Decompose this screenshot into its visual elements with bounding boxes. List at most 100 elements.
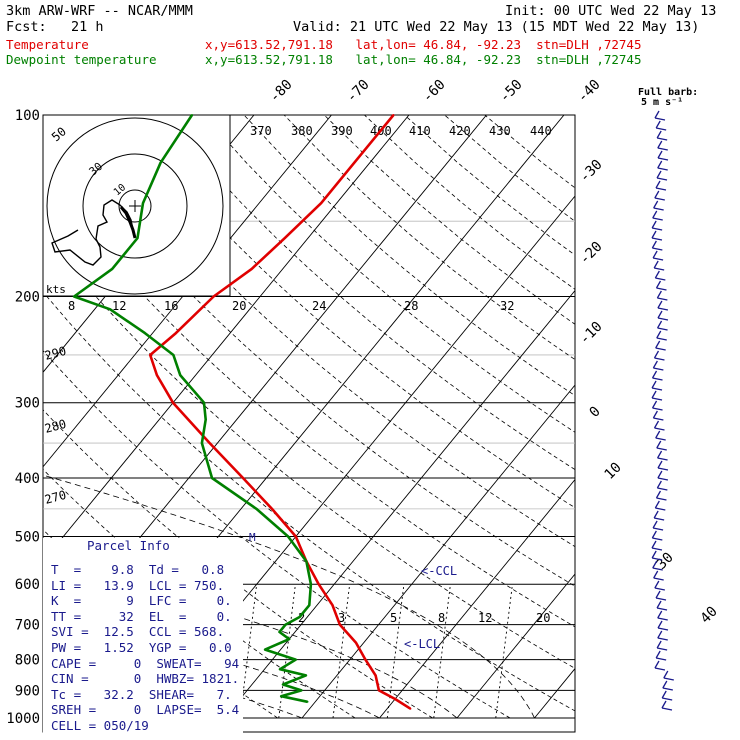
wind-barb-flag xyxy=(652,210,658,219)
wind-barb xyxy=(652,567,663,571)
forecast-hour: Fcst: 21 h xyxy=(6,19,104,35)
mixing-ratio-line xyxy=(495,584,513,719)
wind-barb xyxy=(657,147,668,151)
profile-point xyxy=(264,648,267,651)
wind-barb xyxy=(657,457,668,461)
profile-point xyxy=(308,604,311,607)
wind-barb-flag xyxy=(657,470,663,479)
hodograph-ring xyxy=(118,189,152,223)
hodo-x-label: 20 xyxy=(232,299,246,313)
hodo-x-label: 24 xyxy=(312,299,326,313)
kts-label: kts xyxy=(46,283,66,296)
theta-label: 390 xyxy=(331,124,353,138)
wind-barb xyxy=(654,267,665,271)
temperature-legend-label: Temperature xyxy=(6,37,89,52)
wind-barb xyxy=(651,237,663,241)
wind-barb xyxy=(657,137,668,141)
isotherm xyxy=(534,667,575,719)
wind-barb-flag xyxy=(655,120,661,129)
parcel-row: T = 9.8 Td = 0.8 xyxy=(51,562,225,577)
hodograph-ring xyxy=(46,117,224,295)
wind-barb-flag xyxy=(652,250,658,259)
profile-point xyxy=(392,114,395,116)
wind-barb xyxy=(656,447,667,451)
profile-point xyxy=(279,668,281,671)
wind-barb xyxy=(654,427,665,431)
profile-point xyxy=(212,295,215,298)
dewpoint-legend-label: Dewpoint temperature xyxy=(6,52,157,67)
parcel-row: CAPE = 0 SWEAT= 94 xyxy=(51,655,240,671)
dry-adiabat xyxy=(43,115,575,587)
temperature-location: x,y=613.52,791.18 lat,lon= 46.84, -92.23… xyxy=(205,37,642,52)
wind-barb-flag xyxy=(657,610,663,619)
dry-adiabat xyxy=(484,115,575,189)
wind-barb-flag xyxy=(656,480,662,489)
theta-label: 420 xyxy=(449,124,471,138)
profile-point xyxy=(203,401,205,404)
wind-barb-flag xyxy=(651,370,658,379)
hodograph-x-labels: 8 12 16 20 24 28 32 xyxy=(68,299,514,313)
wind-barb-flag xyxy=(654,500,660,509)
dry-adiabat xyxy=(43,291,575,712)
parcel-row: CIN = 0 HWBZ= 1821. xyxy=(51,671,240,687)
wind-barb xyxy=(655,347,666,351)
wind-barb xyxy=(654,117,666,121)
isotherm-label: 0 xyxy=(587,404,604,421)
m-marker: M xyxy=(249,531,256,544)
wind-barb xyxy=(652,247,663,251)
profile-point xyxy=(364,658,367,661)
dewpoint-location: x,y=613.52,791.18 lat,lon= 46.84, -92.23… xyxy=(205,52,642,67)
profile-point xyxy=(143,332,146,335)
wind-barb xyxy=(654,667,666,671)
wind-barb-flag xyxy=(653,510,659,519)
profile-point xyxy=(73,295,76,298)
profile-point xyxy=(283,237,286,240)
wind-barb xyxy=(652,227,663,231)
wind-barb xyxy=(657,297,668,301)
dry-adiabat xyxy=(83,115,575,548)
profile-point xyxy=(305,560,308,563)
theta-label: 380 xyxy=(291,124,313,138)
valid-time: Valid: 21 UTC Wed 22 May 13 (15 MDT Wed … xyxy=(293,19,700,35)
theta-label: 290 xyxy=(43,344,68,363)
wind-barb-flag xyxy=(655,590,661,599)
profile-point xyxy=(242,477,244,479)
profile-point xyxy=(300,689,303,692)
hodograph-ring xyxy=(82,153,188,259)
wind-barb-flag xyxy=(655,650,661,659)
hodo-x-label: 28 xyxy=(404,299,418,313)
pressure-tick-label: 600 xyxy=(15,577,40,593)
profile-point xyxy=(172,401,174,404)
profile-point xyxy=(320,202,323,205)
parcel-row: Tc = 32.2 SHEAR= 7. xyxy=(51,686,232,702)
wind-barb-flag xyxy=(651,230,657,239)
wind-barb-flag xyxy=(661,690,667,699)
isotherm xyxy=(301,384,575,719)
wind-barb xyxy=(652,407,663,411)
theta-label: 370 xyxy=(250,124,272,138)
wind-barb xyxy=(657,167,668,171)
wind-barb-flag xyxy=(654,270,660,279)
wind-barb xyxy=(652,557,663,561)
profile-point xyxy=(111,267,114,270)
wind-barbs xyxy=(651,110,674,711)
wind-barb xyxy=(656,337,667,341)
wind-barb-flag xyxy=(651,400,658,409)
dry-adiabat xyxy=(404,115,575,256)
pressure-tick-label: 800 xyxy=(15,653,40,669)
wind-barb xyxy=(652,217,663,221)
wind-barb xyxy=(657,487,668,491)
wind-barb-flag xyxy=(657,630,663,639)
theta-label: 410 xyxy=(409,124,431,138)
parcel-row: TT = 32 EL = 0. xyxy=(51,608,232,624)
profile-point xyxy=(159,161,162,164)
pressure-tick-label: 300 xyxy=(15,396,40,412)
wind-barb xyxy=(656,177,668,181)
hodo-x-label: 8 xyxy=(68,299,75,313)
isotherm xyxy=(690,115,740,718)
wind-barb xyxy=(656,127,667,131)
wind-barb xyxy=(654,587,665,591)
profile-point xyxy=(200,442,203,445)
wind-barb-flag xyxy=(654,580,660,589)
